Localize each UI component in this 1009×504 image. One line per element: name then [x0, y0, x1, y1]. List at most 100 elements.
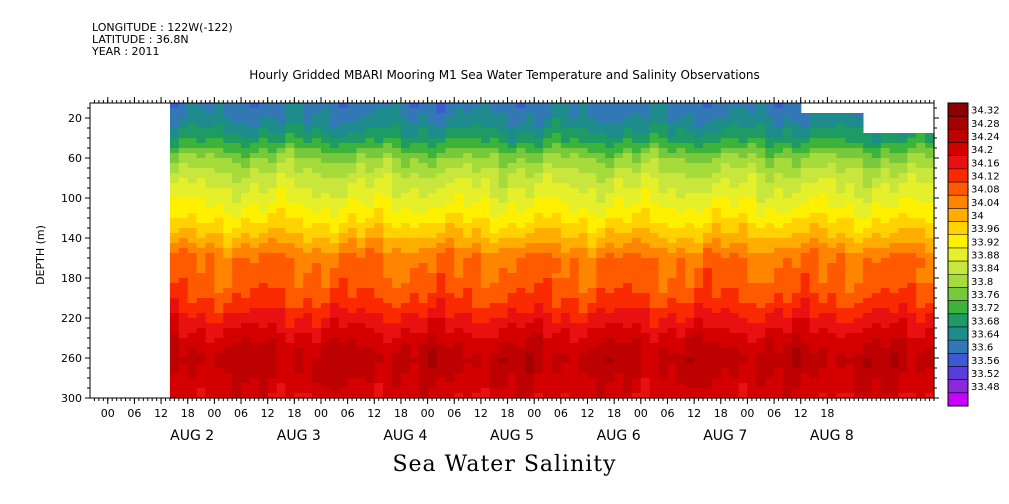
heatmap-cell — [898, 348, 908, 354]
heatmap-cell — [534, 143, 544, 149]
heatmap-cell — [534, 358, 544, 364]
heatmap-cell — [845, 248, 855, 254]
heatmap-cell — [356, 218, 367, 224]
heatmap-cell — [409, 258, 420, 264]
heatmap-cell — [267, 308, 278, 314]
heatmap-cell — [463, 118, 473, 124]
heatmap-cell — [596, 193, 606, 199]
heatmap-cell — [436, 113, 446, 119]
heatmap-cell — [587, 293, 597, 299]
heatmap-cell — [845, 188, 855, 194]
heatmap-cell — [507, 188, 518, 194]
heatmap-cell — [303, 248, 313, 254]
heatmap-cell — [845, 368, 855, 374]
heatmap-cell — [489, 358, 500, 364]
heatmap-cell — [320, 228, 331, 234]
heatmap-cell — [667, 173, 677, 179]
heatmap-cell — [711, 178, 722, 184]
heatmap-cell — [187, 238, 198, 244]
heatmap-cell — [525, 178, 535, 184]
heatmap-cell — [738, 293, 749, 299]
heatmap-cell — [676, 168, 686, 174]
heatmap-cell — [711, 113, 722, 119]
heatmap-cell — [738, 388, 749, 394]
heatmap-cell — [205, 178, 215, 184]
heatmap-cell — [347, 333, 358, 339]
heatmap-cell — [241, 238, 251, 244]
heatmap-cell — [916, 373, 926, 379]
heatmap-cell — [418, 228, 429, 234]
heatmap-cell — [836, 303, 846, 309]
heatmap-cell — [676, 348, 686, 354]
heatmap-cell — [916, 183, 926, 189]
heatmap-cell — [596, 308, 606, 314]
heatmap-cell — [871, 308, 882, 314]
heatmap-cell — [445, 388, 455, 394]
heatmap-cell — [365, 243, 375, 249]
heatmap-cell — [818, 238, 828, 244]
heatmap-cell — [543, 118, 553, 124]
heatmap-cell — [205, 133, 215, 139]
heatmap-cell — [916, 243, 926, 249]
heatmap-cell — [551, 363, 562, 369]
heatmap-cell — [782, 148, 793, 154]
heatmap-cell — [303, 378, 313, 384]
heatmap-cell — [320, 248, 331, 254]
heatmap-cell — [551, 358, 562, 364]
heatmap-cell — [587, 358, 597, 364]
heatmap-cell — [480, 228, 491, 234]
heatmap-cell — [862, 373, 873, 379]
heatmap-cell — [658, 308, 669, 314]
heatmap-cell — [507, 228, 518, 234]
heatmap-cell — [169, 253, 180, 259]
heatmap-cell — [685, 353, 695, 359]
heatmap-cell — [507, 298, 518, 304]
heatmap-cell — [596, 263, 606, 269]
heatmap-cell — [445, 128, 455, 134]
heatmap-cell — [560, 353, 571, 359]
heatmap-cell — [472, 278, 482, 284]
heatmap-cell — [845, 158, 855, 164]
heatmap-cell — [294, 263, 304, 269]
heatmap-cell — [782, 343, 793, 349]
heatmap-cell — [809, 253, 820, 259]
heatmap-cell — [258, 278, 269, 284]
heatmap-cell — [845, 338, 855, 344]
heatmap-cell — [587, 348, 597, 354]
heatmap-cell — [631, 338, 642, 344]
heatmap-cell — [241, 233, 251, 239]
heatmap-cell — [640, 173, 651, 179]
heatmap-cell — [774, 143, 784, 149]
heatmap-cell — [774, 353, 784, 359]
heatmap-cell — [400, 363, 411, 369]
heatmap-cell — [383, 103, 393, 109]
heatmap-cell — [703, 363, 713, 369]
heatmap-cell — [560, 168, 571, 174]
heatmap-cell — [747, 128, 757, 134]
heatmap-cell — [178, 153, 189, 159]
heatmap-cell — [347, 143, 358, 149]
heatmap-cell — [329, 238, 340, 244]
heatmap-cell — [791, 163, 802, 169]
heatmap-cell — [729, 218, 740, 224]
heatmap-cell — [694, 173, 704, 179]
heatmap-cell — [880, 243, 891, 249]
heatmap-cell — [418, 183, 429, 189]
heatmap-cell — [782, 233, 793, 239]
heatmap-cell — [338, 103, 349, 109]
heatmap-cell — [409, 263, 420, 269]
heatmap-cell — [667, 318, 677, 324]
heatmap-cell — [729, 253, 740, 259]
heatmap-cell — [916, 238, 926, 244]
heatmap-cell — [543, 173, 553, 179]
heatmap-cell — [827, 123, 837, 129]
heatmap-cell — [187, 108, 198, 114]
heatmap-cell — [623, 323, 633, 329]
heatmap-cell — [400, 308, 411, 314]
heatmap-cell — [774, 188, 784, 194]
heatmap-cell — [241, 353, 251, 359]
heatmap-cell — [400, 358, 411, 364]
heatmap-cell — [925, 178, 935, 184]
heatmap-cell — [898, 218, 908, 224]
heatmap-cell — [640, 188, 651, 194]
